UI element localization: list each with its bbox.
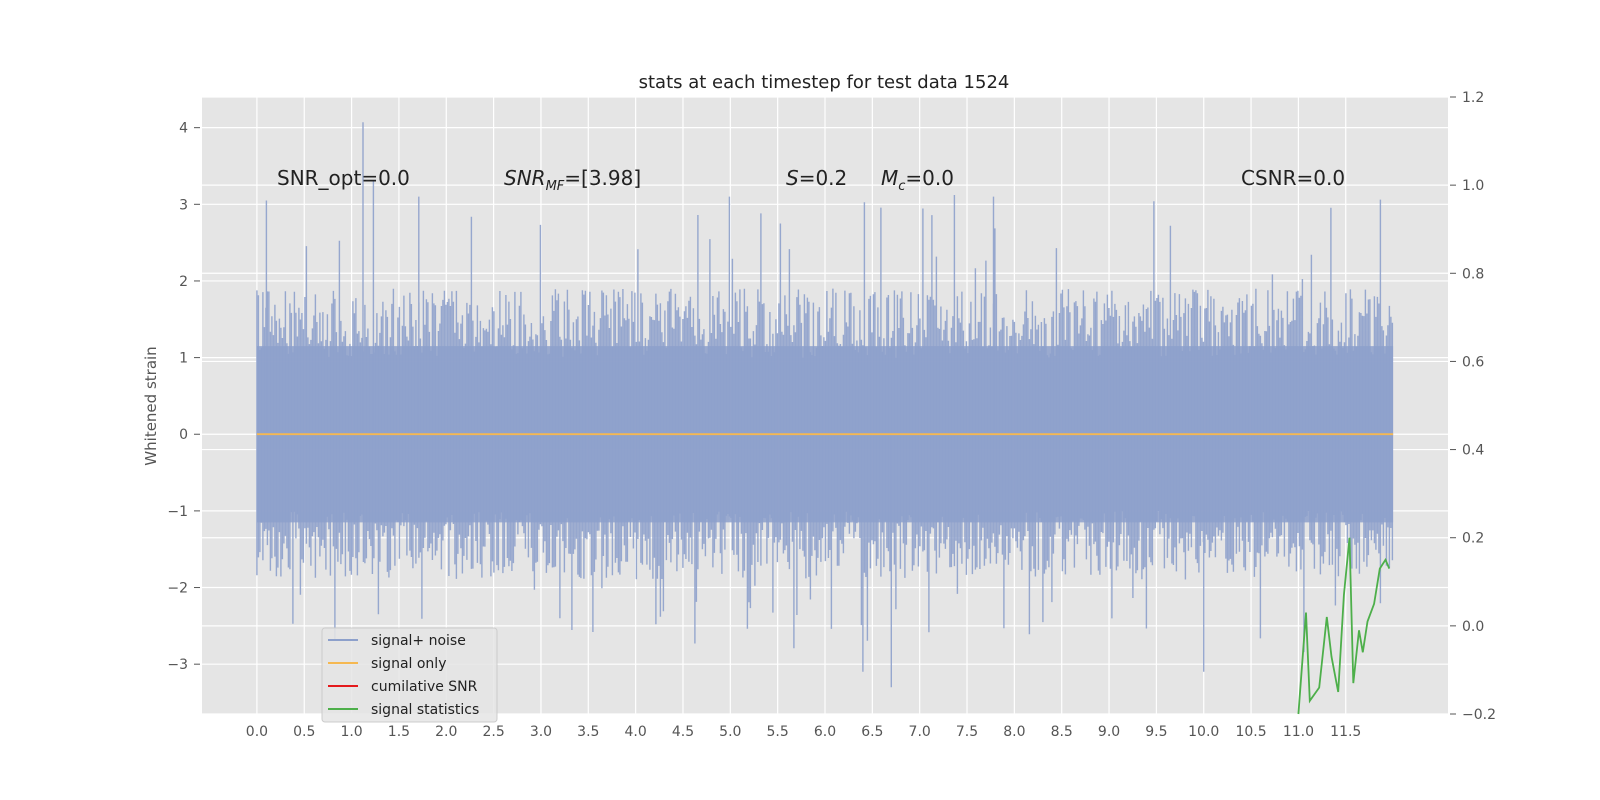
annotation-mc-sub: c <box>898 179 905 194</box>
annotation-mc: Mc=0.0 <box>881 166 954 194</box>
y-tick-label-left: 1 <box>179 351 188 367</box>
legend-label-signal-only: signal only <box>371 656 446 672</box>
y-tick-label-left: 2 <box>179 274 188 290</box>
legend-box <box>321 627 498 723</box>
annotation-snr-mf: SNRMF=[3.98] <box>504 166 641 194</box>
y-tick-label-left: −1 <box>167 504 188 520</box>
y-tick-label-left: −2 <box>167 581 188 597</box>
x-tick-label: 3.0 <box>530 724 552 740</box>
annotation-mc-main: M <box>881 166 898 190</box>
x-tick-label: 10.0 <box>1188 724 1219 740</box>
x-tick-label: 1.5 <box>388 724 410 740</box>
annotation-snr-mf-value: =[3.98] <box>564 166 641 190</box>
annotation-snr-opt: SNR_opt=0.0 <box>277 166 410 190</box>
x-tick-label: 6.0 <box>814 724 836 740</box>
y-axis-label: Whitened strain <box>142 346 160 465</box>
legend-label-signal-noise: signal+ noise <box>371 633 466 649</box>
series-lines <box>256 433 1394 715</box>
legend-label-signal-statistics: signal statistics <box>371 702 479 718</box>
annotation-snr-mf-main: SNR <box>504 166 546 190</box>
y-tick-label-right: 0.2 <box>1462 531 1484 547</box>
x-tick-label: 7.0 <box>909 724 931 740</box>
legend: signal+ noise signal only cumilative SNR… <box>321 627 498 723</box>
x-tick-label: 2.5 <box>482 724 504 740</box>
y-tick-label-right: 0.4 <box>1462 443 1484 459</box>
chart-title: stats at each timestep for test data 152… <box>639 72 1010 93</box>
x-tick-label: 4.5 <box>672 724 694 740</box>
annotation-snr-mf-sub: MF <box>546 179 565 194</box>
x-tick-label: 5.0 <box>719 724 741 740</box>
signal-noise-trace <box>256 122 1394 688</box>
y-tick-label-left: −3 <box>167 657 188 673</box>
annotation-mc-value: =0.0 <box>905 166 954 190</box>
x-tick-label: 8.0 <box>1003 724 1025 740</box>
x-tick-label: 2.0 <box>435 724 457 740</box>
y-tick-label-right: 0.8 <box>1462 266 1484 282</box>
x-axis-ticks: 0.0 0.5 1.0 1.5 2.0 2.5 3.0 3.5 4.0 4.5 5.0 5.5 6.0 6… <box>246 724 1362 740</box>
series-line-signal-statistics <box>1297 537 1391 715</box>
x-tick-label: 4.0 <box>625 724 647 740</box>
x-tick-label: 3.5 <box>577 724 599 740</box>
x-tick-label: 1.0 <box>340 724 362 740</box>
y-tick-label-left: 3 <box>179 197 188 213</box>
x-tick-label: 0.0 <box>246 724 268 740</box>
annotation-s-symbol: S <box>786 166 799 190</box>
x-tick-label: 10.5 <box>1235 724 1266 740</box>
x-tick-label: 6.5 <box>861 724 883 740</box>
y-axis-left-ticks: 4 3 2 1 0 −1 −2 −3 <box>167 121 200 673</box>
x-tick-label: 11.0 <box>1283 724 1314 740</box>
x-tick-label: 5.5 <box>767 724 789 740</box>
legend-label-cumulative-snr: cumilative SNR <box>371 679 478 695</box>
y-tick-label-right: 0.6 <box>1462 354 1484 370</box>
x-tick-label: 7.5 <box>956 724 978 740</box>
y-tick-label-left: 4 <box>179 121 188 137</box>
x-tick-label: 8.5 <box>1051 724 1073 740</box>
annotation-csnr: CSNR=0.0 <box>1241 166 1345 190</box>
annotation-s-value: =0.2 <box>799 166 848 190</box>
y-tick-label-right: 0.0 <box>1462 619 1484 635</box>
x-tick-label: 11.5 <box>1330 724 1361 740</box>
annotation-s: S=0.2 <box>786 166 847 190</box>
x-tick-label: 9.0 <box>1098 724 1120 740</box>
y-tick-label-right: 1.0 <box>1462 178 1484 194</box>
x-tick-label: 9.5 <box>1145 724 1167 740</box>
y-axis-right-ticks: 1.2 1.0 0.8 0.6 0.4 0.2 0.0 −0.2 <box>1450 90 1496 723</box>
y-tick-label-right: −0.2 <box>1462 707 1496 723</box>
y-tick-label-right: 1.2 <box>1462 90 1484 106</box>
x-tick-label: 0.5 <box>293 724 315 740</box>
y-tick-label-left: 0 <box>179 427 188 443</box>
